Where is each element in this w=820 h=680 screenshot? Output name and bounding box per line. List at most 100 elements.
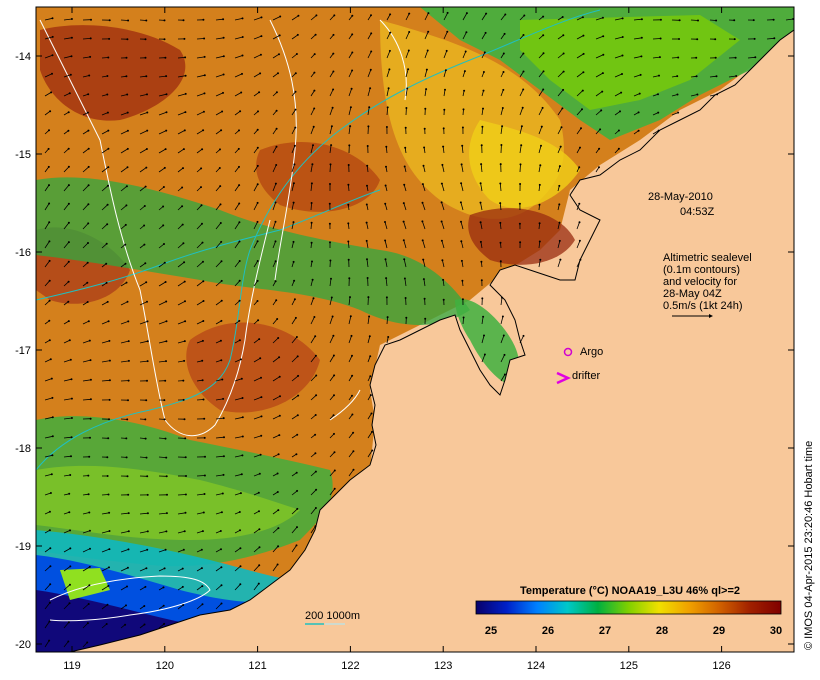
- velocity-arrow-head: [696, 93, 699, 96]
- velocity-arrow-head: [274, 220, 277, 223]
- velocity-arrow: [215, 474, 224, 477]
- velocity-arrow-head: [296, 507, 299, 510]
- velocity-arrow: [44, 621, 50, 629]
- velocity-arrow-head: [48, 319, 51, 322]
- velocity-arrow: [347, 241, 350, 249]
- velocity-arrow: [595, 110, 602, 116]
- velocity-arrow: [196, 512, 204, 515]
- velocity-arrow: [215, 185, 221, 192]
- velocity-arrow-head: [256, 240, 259, 243]
- velocity-arrow: [499, 183, 502, 192]
- y-tick-label: -18: [15, 443, 31, 455]
- velocity-arrow: [538, 53, 544, 59]
- velocity-arrow-head: [201, 603, 204, 606]
- velocity-arrow-head: [106, 300, 109, 303]
- velocity-arrow: [120, 282, 127, 287]
- velocity-arrow-head: [562, 70, 565, 73]
- velocity-arrow: [272, 241, 276, 249]
- velocity-arrow-head: [89, 417, 92, 420]
- velocity-arrow-head: [259, 453, 262, 456]
- velocity-arrow-head: [540, 144, 542, 147]
- velocity-arrow-head: [67, 129, 70, 132]
- velocity-arrow: [63, 222, 70, 230]
- velocity-arrow-head: [599, 128, 602, 131]
- sst-red-c: [186, 322, 320, 413]
- velocity-arrow-head: [403, 277, 406, 280]
- velocity-arrow-head: [351, 394, 353, 397]
- velocity-arrow: [139, 360, 148, 363]
- velocity-arrow-head: [311, 260, 313, 263]
- x-tick-label: 119: [63, 660, 81, 672]
- velocity-arrow-head: [403, 183, 406, 186]
- velocity-arrow-head: [70, 18, 73, 20]
- velocity-arrow-head: [48, 184, 50, 187]
- velocity-arrow-head: [366, 164, 369, 167]
- velocity-arrow: [291, 299, 296, 306]
- velocity-arrow-head: [481, 297, 484, 300]
- velocity-arrow-head: [182, 548, 185, 551]
- velocity-arrow-head: [274, 182, 277, 185]
- velocity-arrow: [576, 147, 581, 154]
- velocity-arrow: [272, 415, 280, 420]
- velocity-arrow-head: [256, 164, 259, 167]
- velocity-arrow: [424, 31, 429, 40]
- velocity-arrow-head: [278, 356, 281, 359]
- velocity-arrow-head: [446, 30, 449, 33]
- velocity-arrow-head: [402, 202, 405, 205]
- velocity-arrow-head: [86, 261, 89, 264]
- velocity-arrow: [158, 111, 167, 116]
- velocity-arrow-head: [276, 491, 279, 493]
- velocity-arrow-head: [105, 623, 108, 625]
- velocity-arrow: [196, 585, 203, 591]
- velocity-arrow-head: [67, 640, 70, 643]
- velocity-arrow: [120, 224, 127, 230]
- velocity-arrow-head: [146, 512, 149, 515]
- velocity-arrow: [272, 261, 276, 268]
- velocity-arrow-head: [68, 602, 71, 605]
- velocity-arrow-head: [51, 72, 53, 75]
- velocity-arrow-head: [352, 450, 355, 453]
- velocity-arrow: [158, 437, 166, 439]
- velocity-arrow: [386, 50, 391, 59]
- velocity-arrow: [291, 241, 294, 249]
- velocity-arrow-head: [314, 452, 317, 455]
- velocity-arrow-head: [125, 204, 128, 207]
- velocity-arrow-head: [201, 585, 204, 588]
- velocity-arrow: [422, 259, 426, 268]
- velocity-arrow-head: [582, 71, 585, 74]
- velocity-arrow-head: [90, 18, 92, 21]
- velocity-arrow-head: [89, 436, 91, 439]
- velocity-arrow-head: [482, 107, 484, 110]
- velocity-arrow-head: [274, 201, 277, 204]
- velocity-arrow-head: [239, 110, 242, 113]
- sst-yellow-2: [469, 120, 580, 209]
- velocity-arrow: [139, 301, 148, 306]
- velocity-arrow-head: [657, 111, 660, 114]
- velocity-arrow: [403, 184, 407, 192]
- velocity-arrow: [139, 262, 146, 268]
- sst-red-coast: [468, 208, 575, 265]
- velocity-arrow-head: [201, 379, 204, 382]
- velocity-arrow-head: [201, 148, 204, 151]
- velocity-arrow-head: [105, 281, 108, 284]
- velocity-arrow: [272, 35, 280, 40]
- velocity-arrow-head: [407, 49, 410, 52]
- argo-label: Argo: [580, 346, 603, 358]
- velocity-arrow: [367, 316, 370, 325]
- velocity-arrow: [44, 222, 50, 230]
- velocity-arrow-head: [108, 398, 111, 401]
- velocity-arrow-head: [220, 548, 222, 551]
- velocity-arrow: [595, 54, 604, 59]
- velocity-arrow-head: [163, 243, 165, 245]
- velocity-arrow: [234, 455, 243, 458]
- velocity-arrow-head: [238, 221, 241, 224]
- velocity-arrow-head: [163, 567, 166, 570]
- y-tick-label: -14: [15, 51, 31, 63]
- velocity-arrow-head: [733, 19, 736, 22]
- velocity-arrow: [196, 493, 205, 496]
- velocity-arrow: [385, 146, 388, 154]
- velocity-arrow-head: [87, 603, 90, 605]
- velocity-arrow: [291, 53, 298, 59]
- velocity-arrow-head: [48, 620, 51, 623]
- velocity-arrow: [441, 183, 445, 192]
